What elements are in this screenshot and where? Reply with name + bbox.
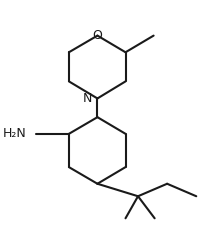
Text: N: N — [83, 92, 92, 105]
Text: H₂N: H₂N — [2, 127, 26, 140]
Text: O: O — [93, 29, 102, 42]
